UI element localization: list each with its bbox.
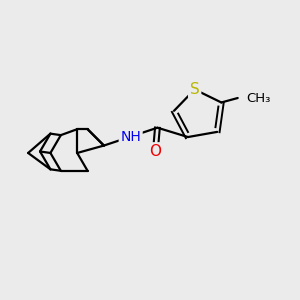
Text: NH: NH [120,130,141,144]
Text: S: S [190,82,200,97]
Text: CH₃: CH₃ [246,92,270,104]
Text: O: O [149,144,161,159]
